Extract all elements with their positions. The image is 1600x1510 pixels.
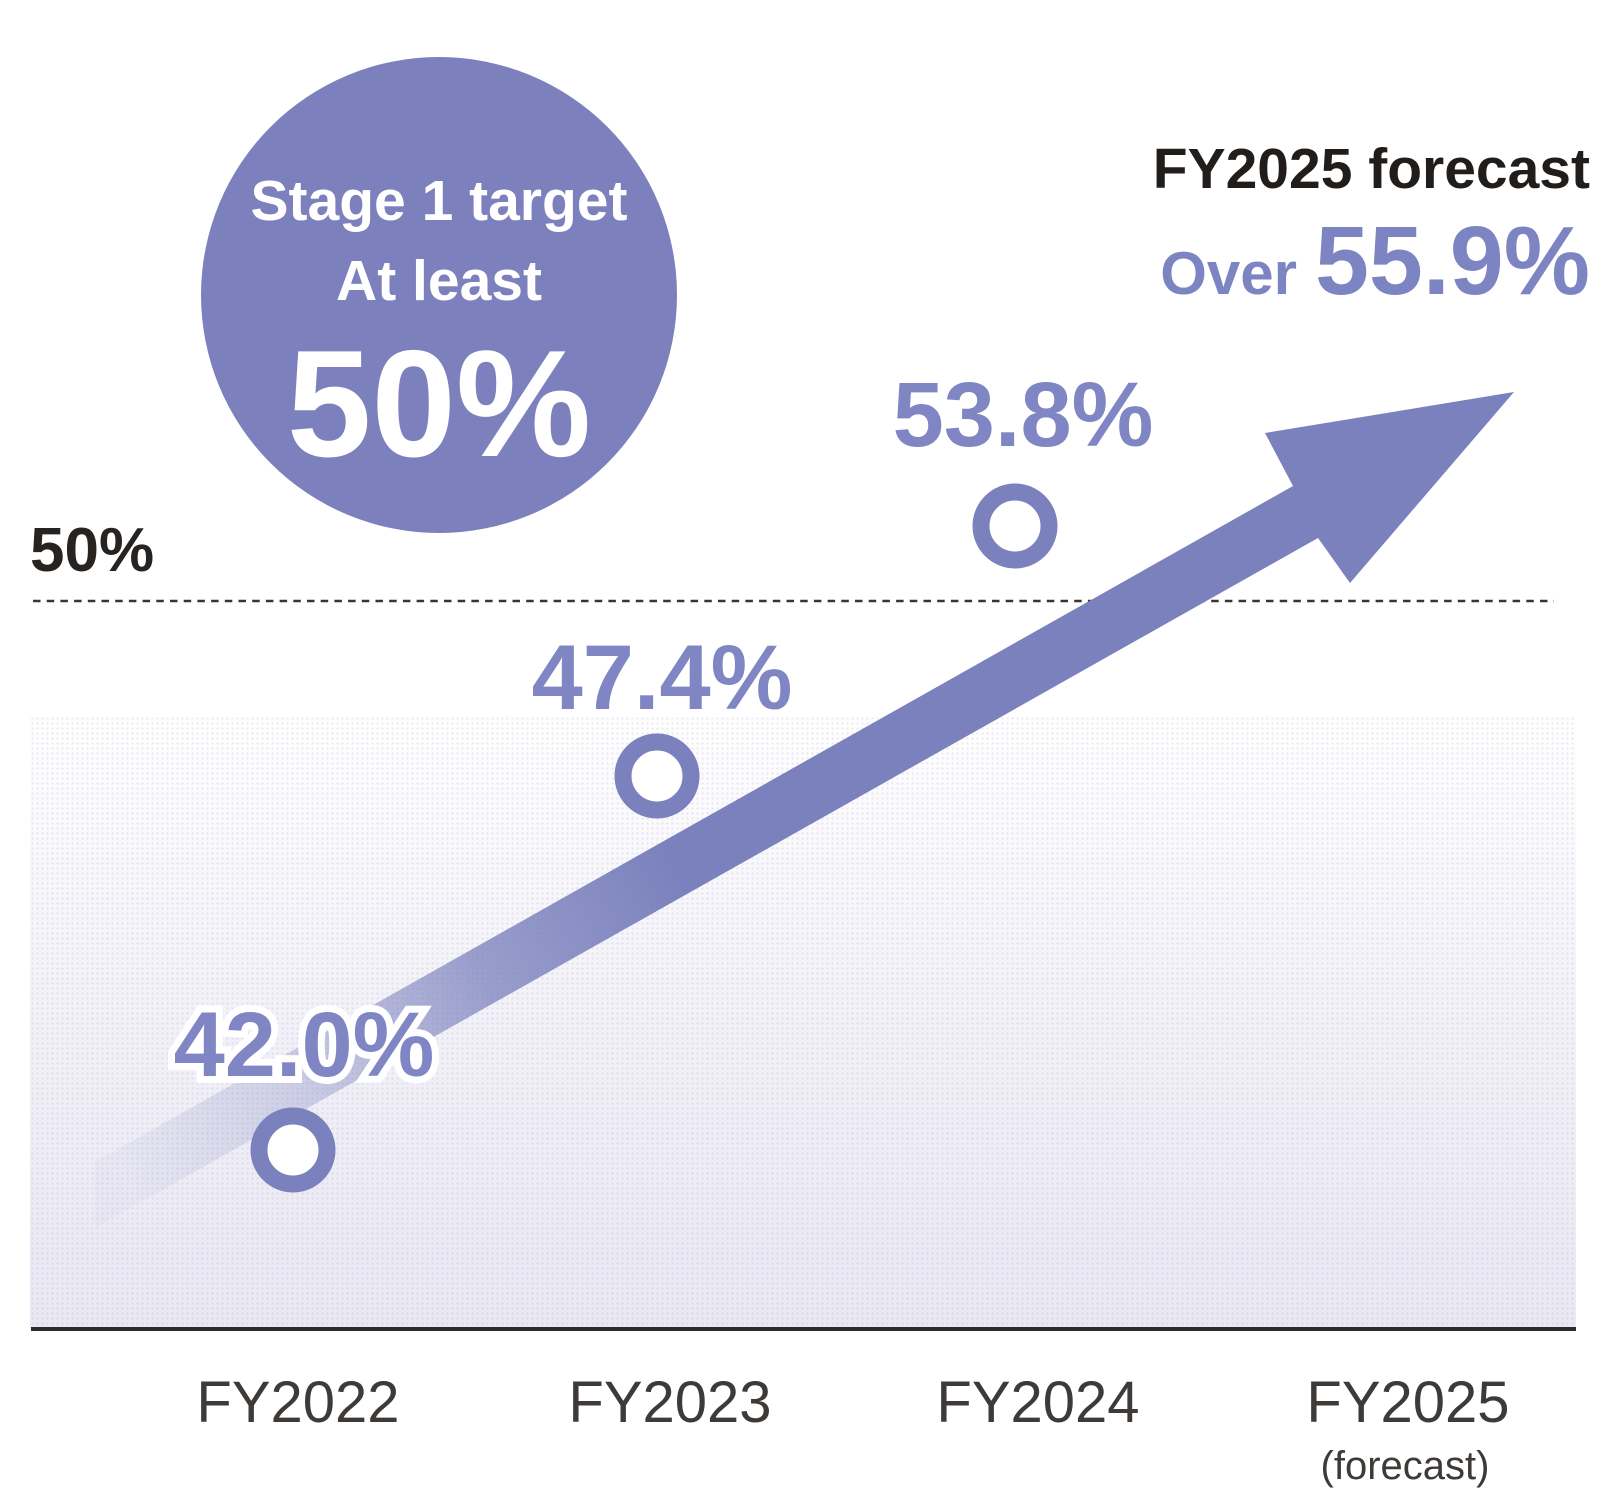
data-point-marker-fy2022 xyxy=(250,1107,336,1193)
point-label-fy2023: 47.4% xyxy=(482,630,842,726)
target-badge-line1: Stage 1 target xyxy=(250,169,628,233)
point-label-fy2024: 53.8% xyxy=(843,367,1203,463)
forecast-value-row: Over 55.9% xyxy=(1160,212,1590,309)
point-label-fy2022: 42.0% 42.0% xyxy=(124,990,484,1100)
target-badge-line2: At least xyxy=(336,249,542,313)
forecast-title: FY2025 forecast xyxy=(1152,137,1590,201)
trend-arrow xyxy=(95,392,1514,1228)
point-label-fy2024-text: 53.8% xyxy=(892,364,1154,466)
data-point-marker-fy2024 xyxy=(972,483,1058,569)
reference-line-label: 50% xyxy=(30,516,155,585)
target-badge: Stage 1 target At least 50% xyxy=(201,57,677,533)
point-label-fy2023-text: 47.4% xyxy=(531,627,793,729)
x-axis-sublabel-forecast: (forecast) xyxy=(1320,1444,1490,1488)
x-axis-label-fy2022: FY2022 xyxy=(196,1370,400,1435)
x-axis-label-fy2024: FY2024 xyxy=(936,1370,1140,1435)
data-point-marker-fy2023 xyxy=(614,733,700,819)
target-badge-value: 50% xyxy=(286,319,592,489)
x-axis-label-fy2023: FY2023 xyxy=(568,1370,772,1435)
forecast-value: 55.9% xyxy=(1314,206,1590,315)
forecast-prefix: Over xyxy=(1160,240,1297,307)
point-label-fy2022-outline: 42.0% xyxy=(167,990,442,1100)
x-axis-label-fy2025: FY2025 xyxy=(1306,1370,1510,1435)
point-label-fy2022-text: 42.0% xyxy=(173,994,435,1096)
